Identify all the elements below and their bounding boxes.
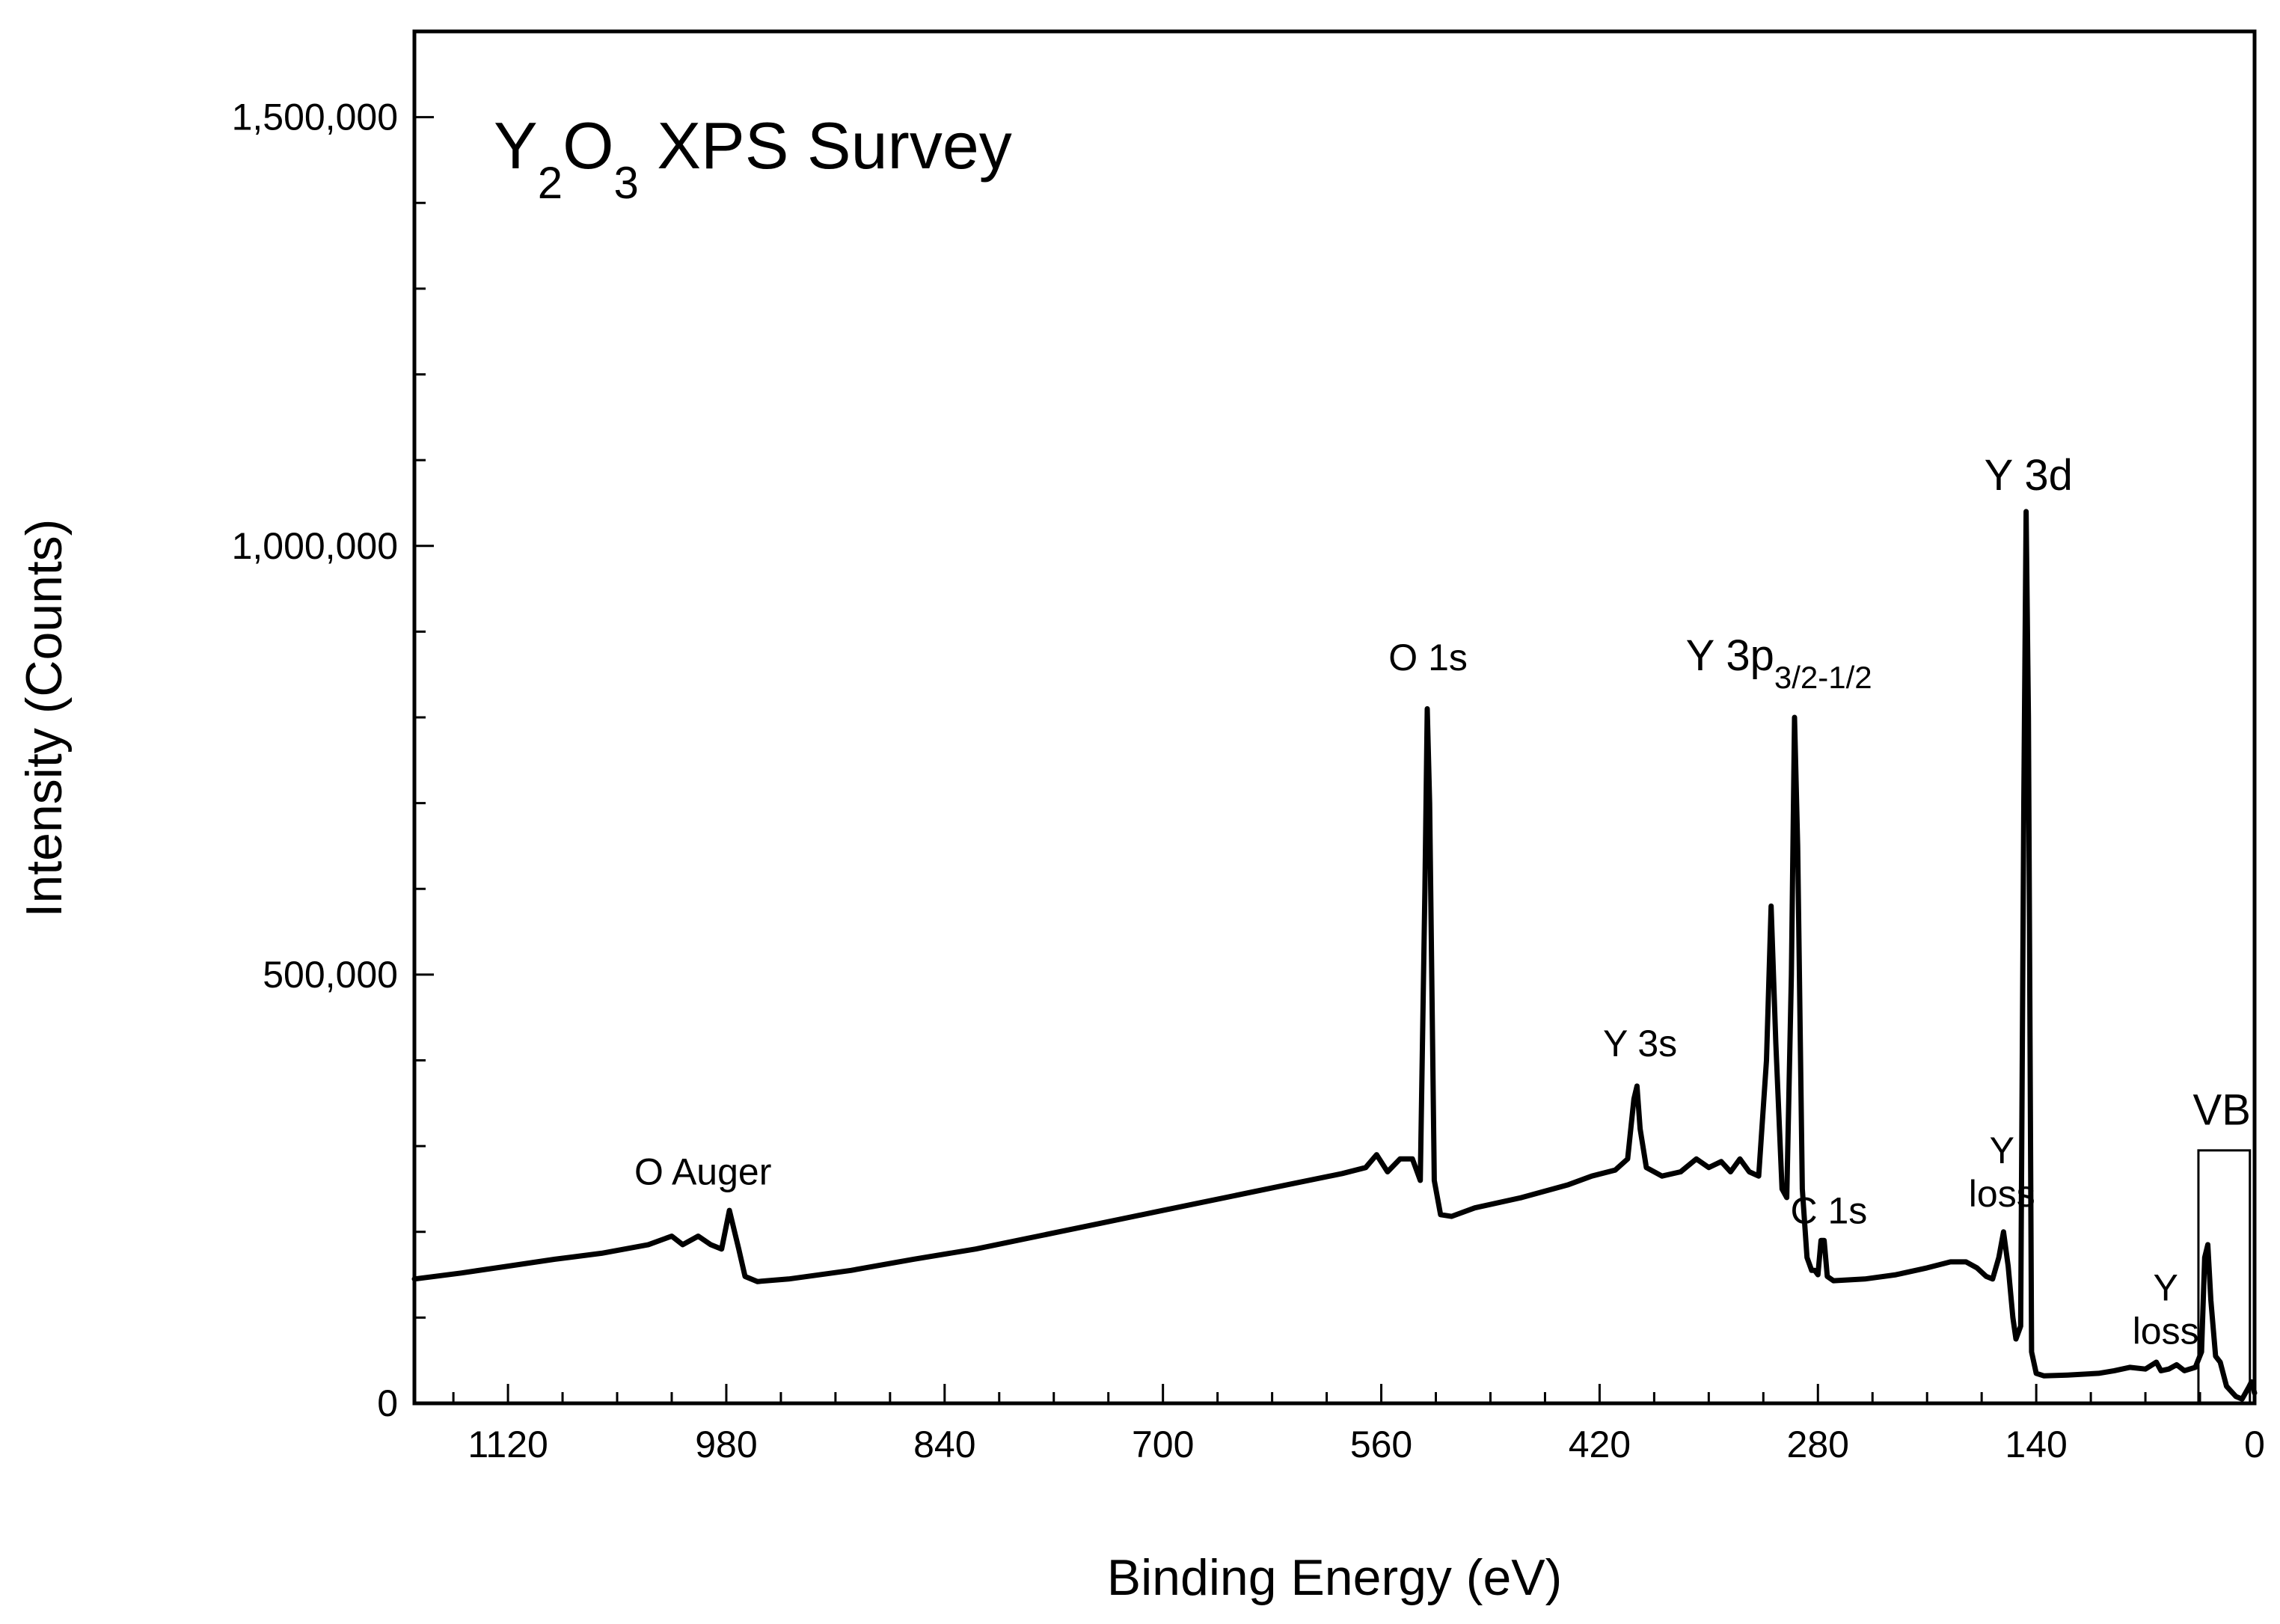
- y-axis-ticks: 0 500,000 1,000,000 1,500,000: [232, 30, 434, 1424]
- x-tick-label: 980: [695, 1424, 757, 1465]
- x-axis-ticks: 1120 980 840 700 560 420 280 140 0: [452, 1384, 2265, 1465]
- title-sub-2: 2: [538, 158, 563, 208]
- x-axis-title: Binding Energy (eV): [1107, 1549, 1563, 1606]
- x-tick-label: 420: [1569, 1424, 1631, 1465]
- annotation-label: loss: [1969, 1173, 2035, 1215]
- annotation-label: O Auger: [634, 1151, 771, 1193]
- x-tick-label: 1120: [468, 1424, 548, 1465]
- title-part-o: O: [563, 108, 613, 183]
- title-part-y: Y: [494, 108, 538, 183]
- title-part-rest: XPS Survey: [639, 108, 1012, 183]
- y-tick-label: 1,000,000: [232, 525, 398, 567]
- annotation-label: Y 3s: [1603, 1023, 1677, 1064]
- y-axis-title: Intensity (Counts): [16, 519, 73, 918]
- series-line: [411, 509, 2258, 1402]
- x-tick-label: 700: [1132, 1424, 1194, 1465]
- y-tick-label: 500,000: [263, 954, 398, 996]
- x-tick-label: 0: [2244, 1424, 2265, 1465]
- annotation-label: O 1s: [1388, 637, 1468, 678]
- chart-title: Y2O3 XPS Survey: [494, 108, 1012, 208]
- y-tick-label: 1,500,000: [232, 96, 398, 138]
- x-tick-label: 560: [1350, 1424, 1412, 1465]
- annotation-label: VB: [2193, 1085, 2251, 1134]
- annotation-label: loss: [2133, 1310, 2199, 1352]
- x-tick-label: 840: [913, 1424, 975, 1465]
- annotation-label: Y: [1990, 1130, 2014, 1171]
- title-sub-3: 3: [614, 158, 639, 208]
- x-tick-label: 280: [1787, 1424, 1849, 1465]
- annotation-label: Y 3d: [1985, 451, 2073, 500]
- vb-highlight-box: [2197, 1149, 2252, 1405]
- y-tick-label: 0: [377, 1382, 398, 1424]
- x-tick-label: 140: [2005, 1424, 2067, 1465]
- annotation-label: Y 3p3/2-1/2: [1686, 631, 1872, 695]
- annotation-label: Y: [2153, 1266, 2178, 1308]
- annotation-label: C 1s: [1790, 1189, 1867, 1231]
